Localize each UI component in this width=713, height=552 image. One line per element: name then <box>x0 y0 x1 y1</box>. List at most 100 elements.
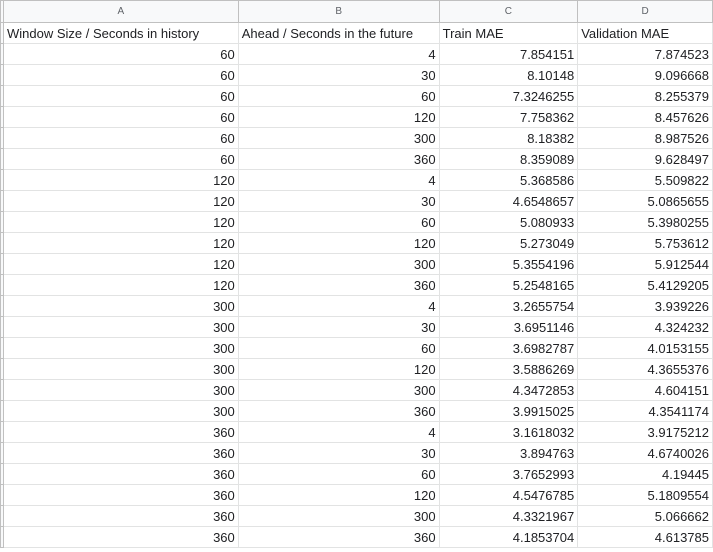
cell-window-size[interactable]: 60 <box>2 85 239 107</box>
cell-train-mae[interactable]: 8.18382 <box>438 127 579 149</box>
cell-train-mae[interactable]: 4.3472853 <box>438 379 579 401</box>
cell-validation-mae[interactable]: 5.912544 <box>577 253 713 275</box>
cell-window-size[interactable]: 60 <box>2 148 239 170</box>
cell-ahead[interactable]: 4 <box>237 169 440 191</box>
cell-ahead[interactable]: 120 <box>237 232 440 254</box>
cell-train-mae[interactable]: 3.5886269 <box>438 358 579 380</box>
cell-validation-mae[interactable]: 8.457626 <box>577 106 713 128</box>
cell-window-size[interactable]: 60 <box>2 106 239 128</box>
cell-window-size[interactable]: 120 <box>2 232 239 254</box>
cell-window-size[interactable]: 60 <box>2 64 239 86</box>
cell-window-size[interactable]: 120 <box>2 190 239 212</box>
cell-validation-mae[interactable]: 5.753612 <box>577 232 713 254</box>
cell-validation-mae[interactable]: 3.9175212 <box>577 421 713 443</box>
cell-validation-mae[interactable]: 4.604151 <box>577 379 713 401</box>
cell-window-size[interactable]: 120 <box>2 253 239 275</box>
cell-train-mae[interactable]: 4.6548657 <box>438 190 579 212</box>
column-header-d[interactable]: D <box>577 0 713 23</box>
cell-ahead[interactable]: 120 <box>237 358 440 380</box>
cell-ahead[interactable]: 4 <box>237 43 440 65</box>
cell-ahead[interactable]: 30 <box>237 64 440 86</box>
cell-train-mae[interactable]: 7.3246255 <box>438 85 579 107</box>
cell-ahead[interactable]: 60 <box>237 337 440 359</box>
cell-window-size[interactable]: 300 <box>2 400 239 422</box>
cell-window-size[interactable]: 60 <box>2 127 239 149</box>
cell-validation-mae[interactable]: 5.0865655 <box>577 190 713 212</box>
cell-window-size[interactable]: 360 <box>2 526 239 548</box>
column-header-b[interactable]: B <box>237 0 440 23</box>
cell-train-mae[interactable]: 5.2548165 <box>438 274 579 296</box>
cell-train-mae[interactable]: 5.3554196 <box>438 253 579 275</box>
cell-header-validation-mae[interactable]: Validation MAE <box>577 22 713 44</box>
cell-ahead[interactable]: 30 <box>237 190 440 212</box>
cell-validation-mae[interactable]: 4.3655376 <box>577 358 713 380</box>
cell-train-mae[interactable]: 3.6951146 <box>438 316 579 338</box>
cell-validation-mae[interactable]: 4.19445 <box>577 463 713 485</box>
cell-window-size[interactable]: 60 <box>2 43 239 65</box>
cell-train-mae[interactable]: 4.1853704 <box>438 526 579 548</box>
cell-ahead[interactable]: 30 <box>237 316 440 338</box>
cell-validation-mae[interactable]: 4.0153155 <box>577 337 713 359</box>
cell-train-mae[interactable]: 5.080933 <box>438 211 579 233</box>
cell-validation-mae[interactable]: 5.509822 <box>577 169 713 191</box>
cell-window-size[interactable]: 300 <box>2 295 239 317</box>
cell-train-mae[interactable]: 4.5476785 <box>438 484 579 506</box>
cell-ahead[interactable]: 30 <box>237 442 440 464</box>
cell-ahead[interactable]: 360 <box>237 400 440 422</box>
cell-validation-mae[interactable]: 4.6740026 <box>577 442 713 464</box>
cell-window-size[interactable]: 300 <box>2 379 239 401</box>
cell-ahead[interactable]: 360 <box>237 148 440 170</box>
cell-header-window-size[interactable]: Window Size / Seconds in history <box>2 22 239 44</box>
cell-validation-mae[interactable]: 4.613785 <box>577 526 713 548</box>
cell-window-size[interactable]: 120 <box>2 274 239 296</box>
cell-window-size[interactable]: 360 <box>2 463 239 485</box>
cell-ahead[interactable]: 60 <box>237 85 440 107</box>
cell-train-mae[interactable]: 8.10148 <box>438 64 579 86</box>
cell-window-size[interactable]: 300 <box>2 358 239 380</box>
cell-window-size[interactable]: 360 <box>2 442 239 464</box>
cell-train-mae[interactable]: 5.273049 <box>438 232 579 254</box>
cell-validation-mae[interactable]: 9.096668 <box>577 64 713 86</box>
cell-validation-mae[interactable]: 5.066662 <box>577 505 713 527</box>
cell-ahead[interactable]: 120 <box>237 484 440 506</box>
cell-train-mae[interactable]: 3.1618032 <box>438 421 579 443</box>
cell-train-mae[interactable]: 3.7652993 <box>438 463 579 485</box>
cell-header-train-mae[interactable]: Train MAE <box>438 22 579 44</box>
cell-window-size[interactable]: 360 <box>2 484 239 506</box>
cell-ahead[interactable]: 60 <box>237 463 440 485</box>
cell-validation-mae[interactable]: 5.1809554 <box>577 484 713 506</box>
cell-ahead[interactable]: 360 <box>237 274 440 296</box>
cell-window-size[interactable]: 300 <box>2 337 239 359</box>
cell-train-mae[interactable]: 3.9915025 <box>438 400 579 422</box>
cell-train-mae[interactable]: 3.2655754 <box>438 295 579 317</box>
cell-train-mae[interactable]: 4.3321967 <box>438 505 579 527</box>
cell-validation-mae[interactable]: 3.939226 <box>577 295 713 317</box>
cell-validation-mae[interactable]: 9.628497 <box>577 148 713 170</box>
cell-train-mae[interactable]: 3.894763 <box>438 442 579 464</box>
cell-train-mae[interactable]: 7.854151 <box>438 43 579 65</box>
cell-train-mae[interactable]: 8.359089 <box>438 148 579 170</box>
cell-ahead[interactable]: 300 <box>237 379 440 401</box>
cell-train-mae[interactable]: 7.758362 <box>438 106 579 128</box>
cell-header-ahead[interactable]: Ahead / Seconds in the future <box>237 22 440 44</box>
cell-ahead[interactable]: 4 <box>237 421 440 443</box>
cell-ahead[interactable]: 300 <box>237 253 440 275</box>
cell-train-mae[interactable]: 3.6982787 <box>438 337 579 359</box>
cell-window-size[interactable]: 360 <box>2 421 239 443</box>
cell-window-size[interactable]: 300 <box>2 316 239 338</box>
cell-validation-mae[interactable]: 8.987526 <box>577 127 713 149</box>
cell-ahead[interactable]: 60 <box>237 211 440 233</box>
cell-window-size[interactable]: 120 <box>2 169 239 191</box>
cell-window-size[interactable]: 360 <box>2 505 239 527</box>
cell-ahead[interactable]: 4 <box>237 295 440 317</box>
column-header-c[interactable]: C <box>438 0 579 23</box>
cell-ahead[interactable]: 300 <box>237 505 440 527</box>
cell-validation-mae[interactable]: 4.3541174 <box>577 400 713 422</box>
cell-ahead[interactable]: 360 <box>237 526 440 548</box>
column-header-a[interactable]: A <box>2 0 239 23</box>
cell-validation-mae[interactable]: 7.874523 <box>577 43 713 65</box>
cell-validation-mae[interactable]: 5.4129205 <box>577 274 713 296</box>
cell-validation-mae[interactable]: 8.255379 <box>577 85 713 107</box>
cell-ahead[interactable]: 120 <box>237 106 440 128</box>
cell-train-mae[interactable]: 5.368586 <box>438 169 579 191</box>
